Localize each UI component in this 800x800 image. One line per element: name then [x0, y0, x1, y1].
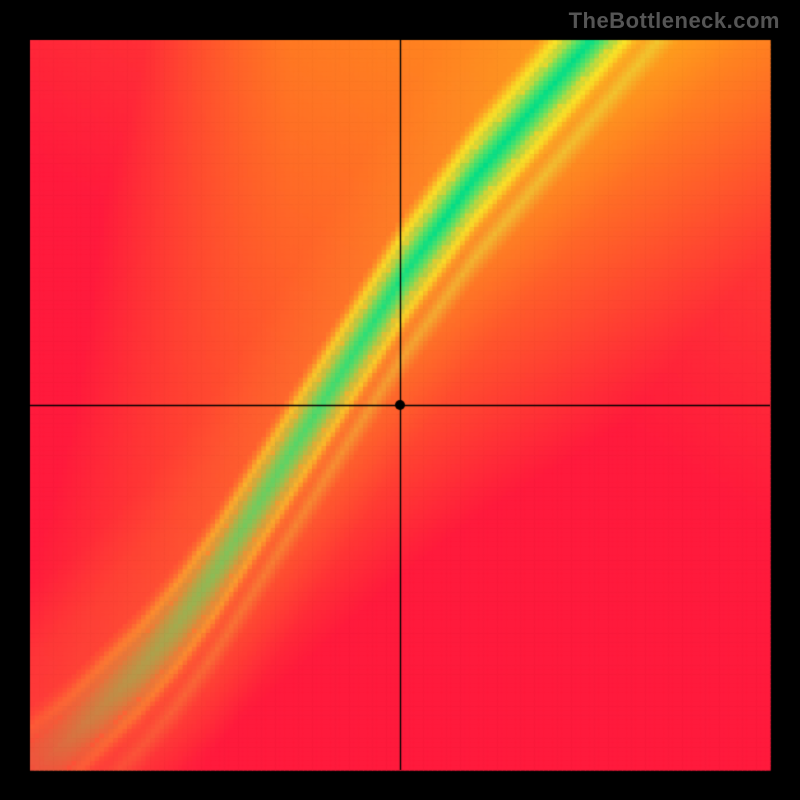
watermark: TheBottleneck.com [569, 8, 780, 34]
bottleneck-heatmap [0, 0, 800, 800]
root: { "watermark": { "text": "TheBottleneck.… [0, 0, 800, 800]
